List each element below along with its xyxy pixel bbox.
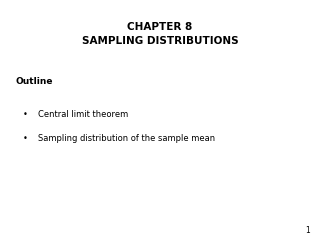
Text: 1: 1	[306, 226, 310, 235]
Text: •: •	[22, 110, 27, 119]
Text: CHAPTER 8
SAMPLING DISTRIBUTIONS: CHAPTER 8 SAMPLING DISTRIBUTIONS	[82, 22, 238, 46]
Text: Sampling distribution of the sample mean: Sampling distribution of the sample mean	[38, 134, 216, 144]
Text: Outline: Outline	[16, 77, 53, 86]
Text: Central limit theorem: Central limit theorem	[38, 110, 129, 119]
Text: •: •	[22, 134, 27, 144]
